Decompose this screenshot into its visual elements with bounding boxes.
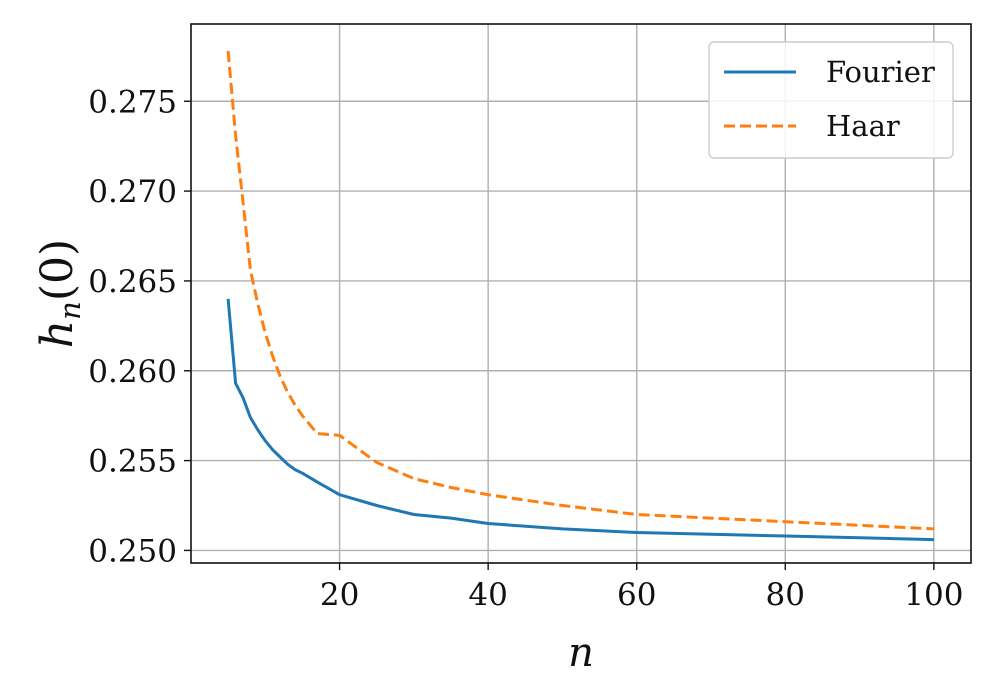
grid	[191, 24, 971, 563]
x-axis-label: n	[568, 630, 594, 676]
legend: Fourier Haar	[708, 41, 954, 159]
y-axis-label-sub: n	[53, 301, 87, 320]
y-tick-label: 0.250	[88, 533, 177, 569]
plot-frame	[190, 23, 972, 564]
y-axis-label-main: h	[32, 320, 83, 348]
x-tick-label: 80	[766, 577, 805, 613]
x-tick-label: 100	[904, 577, 963, 613]
legend-label-haar: Haar	[826, 109, 900, 143]
legend-label-fourier: Fourier	[826, 55, 935, 89]
y-tick-label: 0.265	[88, 264, 177, 300]
y-tick-label: 0.260	[88, 354, 177, 390]
series-line-fourier	[226, 298, 934, 542]
x-tick-label: 20	[320, 577, 359, 613]
y-tick-label: 0.270	[88, 174, 177, 210]
x-tick-label: 40	[468, 577, 507, 613]
y-axis-label: hn(0)	[32, 239, 87, 348]
y-tick-label: 0.255	[88, 444, 177, 480]
ticks: 20 40 60 80 100 0.250 0.255 0.260 0.265 0.270 0.27…	[88, 84, 963, 613]
y-axis-label-rest: (0)	[32, 239, 83, 301]
y-tick-label: 0.275	[88, 84, 177, 120]
series-layer	[226, 50, 934, 542]
x-tick-label: 60	[617, 577, 656, 613]
series-line-haar	[226, 50, 934, 531]
